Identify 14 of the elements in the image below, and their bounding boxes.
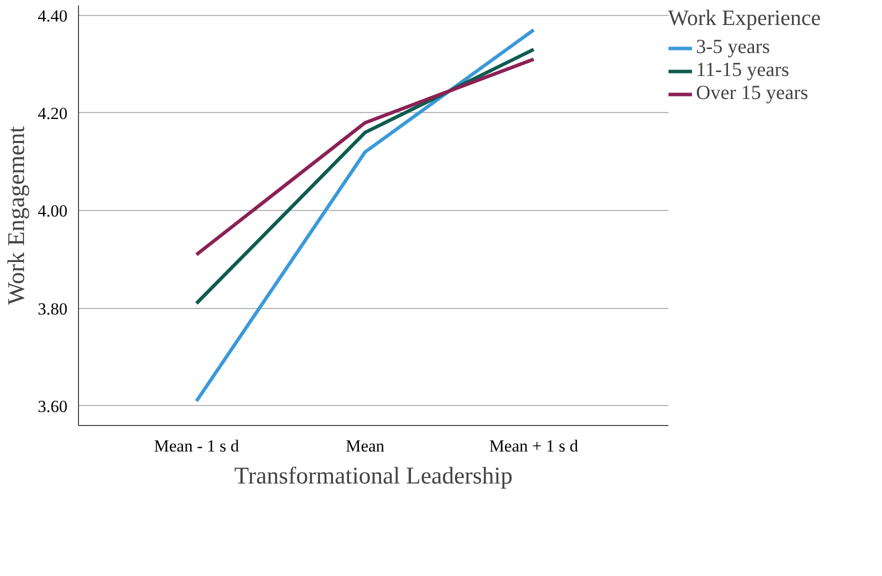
y-tick-label: 4.40 [38, 6, 68, 26]
legend-label: 11-15 years [696, 59, 790, 82]
x-tick-label: Mean [346, 436, 385, 456]
y-tick-label: 3.80 [38, 299, 68, 318]
x-tick-label: Mean - 1 s d [154, 436, 240, 456]
x-tick-label: Mean + 1 s d [489, 436, 579, 456]
y-tick-label: 4.00 [38, 202, 68, 221]
y-tick-label: 3.60 [38, 396, 68, 416]
legend-label: Over 15 years [696, 82, 808, 105]
y-axis-title: Work Engagement [4, 126, 30, 305]
y-tick-label: 4.20 [38, 104, 68, 123]
legend-label: 3-5 years [696, 36, 770, 59]
x-axis-title: Transformational Leadership [234, 464, 513, 490]
legend-title: Work Experience [668, 5, 821, 31]
